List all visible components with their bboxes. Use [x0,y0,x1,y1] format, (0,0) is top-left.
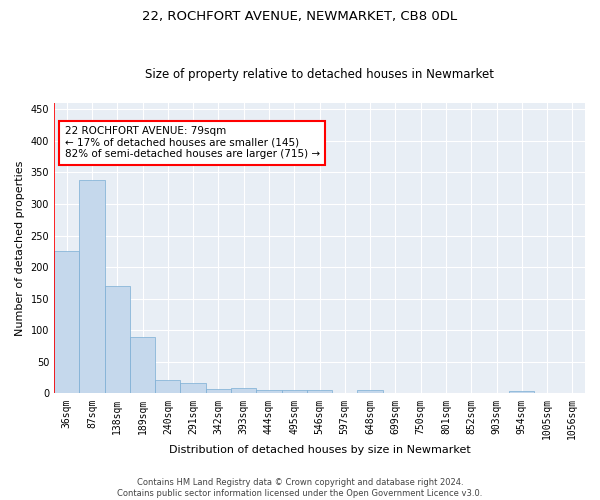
Bar [104,286,130,394]
Bar [509,391,535,394]
Bar [358,390,383,394]
Title: Size of property relative to detached houses in Newmarket: Size of property relative to detached ho… [145,68,494,81]
Text: 22, ROCHFORT AVENUE, NEWMARKET, CB8 0DL: 22, ROCHFORT AVENUE, NEWMARKET, CB8 0DL [142,10,458,23]
Bar [54,252,79,394]
Bar [155,380,181,394]
Bar [181,384,206,394]
X-axis label: Distribution of detached houses by size in Newmarket: Distribution of detached houses by size … [169,445,470,455]
Text: Contains HM Land Registry data © Crown copyright and database right 2024.
Contai: Contains HM Land Registry data © Crown c… [118,478,482,498]
Bar [206,389,231,394]
Y-axis label: Number of detached properties: Number of detached properties [15,160,25,336]
Bar [256,390,281,394]
Bar [281,390,307,394]
Text: 22 ROCHFORT AVENUE: 79sqm
← 17% of detached houses are smaller (145)
82% of semi: 22 ROCHFORT AVENUE: 79sqm ← 17% of detac… [65,126,320,160]
Bar [130,336,155,394]
Bar [79,180,104,394]
Bar [307,390,332,394]
Bar [231,388,256,394]
